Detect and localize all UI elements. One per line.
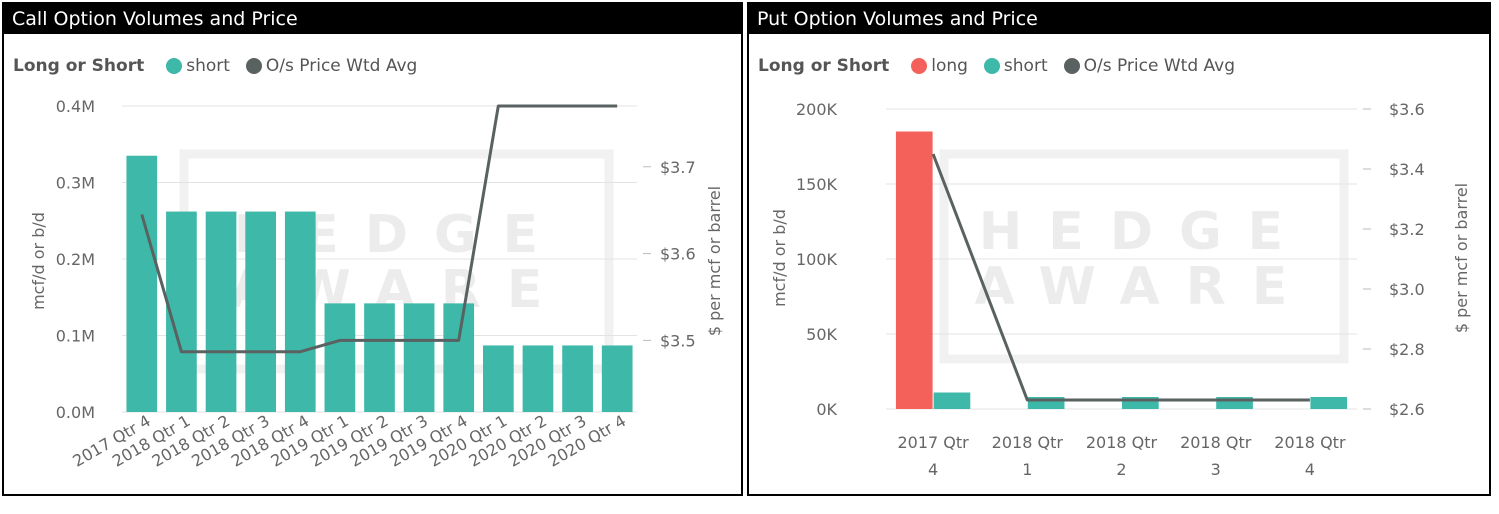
bar-short[interactable] (126, 155, 158, 412)
y2-tick-label: $3.2 (1389, 220, 1425, 239)
legend-marker (166, 58, 183, 74)
bar-short[interactable] (364, 303, 395, 412)
bar-short[interactable] (483, 345, 514, 412)
bar-short[interactable] (522, 345, 554, 412)
x-tick-label: 2018 Qtr (1274, 433, 1346, 452)
legend-label: O/s Price Wtd Avg (1083, 56, 1236, 76)
y-axis-title: mcf/d or b/d (770, 209, 789, 307)
price-wtd-avg-line[interactable] (140, 104, 618, 354)
bar-short[interactable] (443, 303, 475, 412)
y-tick-label: 0.3M (56, 174, 95, 193)
watermark-text-bottom: AWARE (975, 257, 1314, 317)
y2-tick-label: $3.6 (1389, 100, 1425, 119)
y2-axis-title: $ per mcf or barrel (705, 186, 724, 336)
bar-short[interactable] (245, 211, 276, 412)
bar-short[interactable] (601, 345, 633, 412)
x-tick-label: 4 (1305, 460, 1315, 479)
y2-tick-label: $2.6 (1389, 400, 1425, 419)
x-tick-label: 2 (1116, 460, 1126, 479)
legend-marker (911, 58, 928, 74)
y-tick-label: 0.1M (56, 327, 95, 346)
y-tick-label: 0.4M (56, 97, 95, 116)
y2-axis-title: $ per mcf or barrel (1452, 183, 1471, 333)
y2-tick-label: $3.7 (660, 158, 696, 177)
price-wtd-avg-line[interactable] (931, 153, 1310, 402)
bar-short[interactable] (284, 211, 316, 412)
y2-tick-label: $3.6 (660, 245, 696, 264)
y2-tick-label: $2.8 (1389, 340, 1425, 359)
legend-label: short (186, 56, 230, 76)
y-tick-label: 0K (816, 400, 837, 419)
chart-legend: Long or Short long short O/s Price Wtd A… (758, 56, 1251, 76)
call-option-panel: Call Option Volumes and Price Long or Sh… (2, 2, 743, 496)
y-tick-label: 0.0M (56, 403, 95, 422)
watermark-text-top: HEDGE (979, 202, 1309, 262)
watermark-text-bottom: AWARE (230, 260, 569, 320)
legend-item-price-avg[interactable]: O/s Price Wtd Avg (245, 56, 418, 76)
call-volume-price-chart: HEDGE AWARE 0.0M 0.1M 0.2M 0.3M 0.4M $3.5 $3.6… (29, 97, 724, 471)
legend-item-short[interactable]: short (166, 56, 230, 76)
x-tick-label: 2018 Qtr (1180, 433, 1252, 452)
chart-legend: Long or Short short O/s Price Wtd Avg (13, 56, 433, 76)
legend-item-short[interactable]: short (983, 56, 1048, 76)
y-tick-label: 0.2M (56, 250, 95, 269)
legend-marker (1063, 58, 1080, 74)
bar-short[interactable] (933, 392, 971, 410)
y-tick-label: 150K (796, 175, 838, 194)
x-tick-label: 3 (1211, 460, 1221, 479)
x-tick-label: 1 (1022, 460, 1032, 479)
legend-label: long (931, 56, 968, 76)
x-tick-label: 2018 Qtr (992, 433, 1064, 452)
legend-item-price-avg[interactable]: O/s Price Wtd Avg (1063, 56, 1236, 76)
bar-short[interactable] (1310, 397, 1348, 409)
bar-short[interactable] (562, 345, 593, 412)
legend-title: Long or Short (758, 56, 890, 76)
bar-short[interactable] (324, 303, 356, 412)
x-tick-label: 4 (928, 460, 938, 479)
legend-label: O/s Price Wtd Avg (265, 56, 418, 76)
y2-tick-label: $3.0 (1389, 280, 1425, 299)
y-tick-label: 50K (806, 325, 837, 344)
watermark: HEDGE AWARE (939, 149, 1349, 364)
legend-title: Long or Short (13, 56, 145, 76)
y2-tick-label: $3.5 (660, 331, 696, 350)
put-volume-price-chart: HEDGE AWARE 0K 50K 100K 150K 200K $2.6 $2.8 $3.… (770, 100, 1471, 479)
panel-title: Call Option Volumes and Price (4, 4, 741, 34)
legend-marker (245, 58, 262, 74)
panel-title: Put Option Volumes and Price (749, 4, 1489, 34)
x-tick-label: 2017 Qtr (897, 433, 969, 452)
y-tick-label: 100K (796, 250, 838, 269)
bar-short[interactable] (403, 303, 435, 412)
put-option-panel: Put Option Volumes and Price Long or Sho… (747, 2, 1491, 496)
y-tick-label: 200K (796, 100, 838, 119)
y-axis-title: mcf/d or b/d (29, 212, 48, 310)
legend-label: short (1003, 56, 1048, 76)
watermark-text-top: HEDGE (234, 205, 564, 265)
bar-short[interactable] (205, 211, 237, 412)
bar-long[interactable] (895, 131, 933, 410)
x-tick-label: 2018 Qtr (1086, 433, 1158, 452)
y2-tick-label: $3.4 (1389, 160, 1425, 179)
legend-marker (983, 58, 1000, 74)
legend-item-long[interactable]: long (911, 56, 968, 76)
